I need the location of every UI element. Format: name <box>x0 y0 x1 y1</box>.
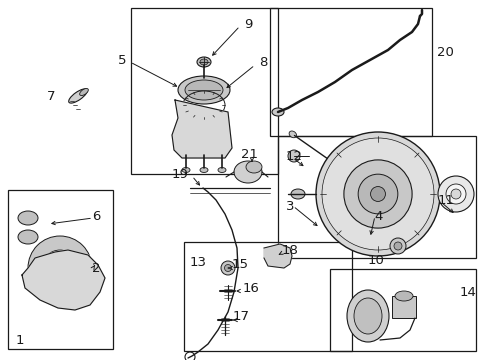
Text: 8: 8 <box>259 57 267 69</box>
Ellipse shape <box>353 298 381 334</box>
Circle shape <box>450 189 460 199</box>
Text: 5: 5 <box>117 54 126 67</box>
Text: 2: 2 <box>92 261 101 274</box>
Text: 14: 14 <box>459 285 476 298</box>
Ellipse shape <box>288 131 296 138</box>
Text: 9: 9 <box>244 18 252 31</box>
Ellipse shape <box>178 76 229 104</box>
Text: 1: 1 <box>16 333 24 346</box>
Circle shape <box>389 238 405 254</box>
Ellipse shape <box>197 57 210 67</box>
Circle shape <box>42 250 78 286</box>
Ellipse shape <box>200 59 207 65</box>
Text: 18: 18 <box>282 244 298 257</box>
Polygon shape <box>172 100 231 158</box>
Ellipse shape <box>290 189 305 199</box>
Bar <box>269 8 431 136</box>
Ellipse shape <box>271 108 284 116</box>
Ellipse shape <box>80 89 88 95</box>
Text: 10: 10 <box>367 253 384 266</box>
Text: 19: 19 <box>171 167 187 180</box>
Circle shape <box>315 132 439 256</box>
Circle shape <box>28 236 92 300</box>
Text: 3: 3 <box>285 199 294 212</box>
Circle shape <box>280 252 287 260</box>
Circle shape <box>370 186 385 202</box>
Ellipse shape <box>221 261 235 275</box>
Circle shape <box>393 242 401 250</box>
Bar <box>8 190 113 349</box>
Circle shape <box>343 160 411 228</box>
Circle shape <box>265 250 273 258</box>
Text: 11: 11 <box>437 194 454 207</box>
Circle shape <box>287 150 299 162</box>
Ellipse shape <box>200 167 207 172</box>
Bar <box>183 242 351 351</box>
Ellipse shape <box>224 265 231 271</box>
Circle shape <box>357 174 397 214</box>
Text: 7: 7 <box>46 90 55 103</box>
Ellipse shape <box>394 291 412 301</box>
Ellipse shape <box>18 230 38 244</box>
Polygon shape <box>22 250 105 310</box>
Bar <box>131 8 278 174</box>
Ellipse shape <box>184 80 223 100</box>
Text: 20: 20 <box>436 45 453 58</box>
Bar <box>391 296 415 318</box>
Circle shape <box>321 138 433 250</box>
Text: 12: 12 <box>285 149 303 162</box>
Ellipse shape <box>245 161 262 173</box>
Text: 6: 6 <box>92 210 100 222</box>
Bar <box>278 136 475 258</box>
Text: 15: 15 <box>231 257 248 270</box>
Text: 4: 4 <box>373 210 382 222</box>
Ellipse shape <box>234 161 262 183</box>
Ellipse shape <box>346 290 388 342</box>
Ellipse shape <box>68 89 87 103</box>
Ellipse shape <box>18 211 38 225</box>
Ellipse shape <box>182 167 190 172</box>
Text: 16: 16 <box>243 282 259 294</box>
Circle shape <box>437 176 473 212</box>
Circle shape <box>445 184 465 204</box>
Ellipse shape <box>218 167 225 172</box>
Polygon shape <box>264 244 291 268</box>
Bar <box>329 269 475 351</box>
Text: 13: 13 <box>190 256 206 270</box>
Text: 17: 17 <box>232 310 249 324</box>
Text: 21: 21 <box>241 148 258 161</box>
